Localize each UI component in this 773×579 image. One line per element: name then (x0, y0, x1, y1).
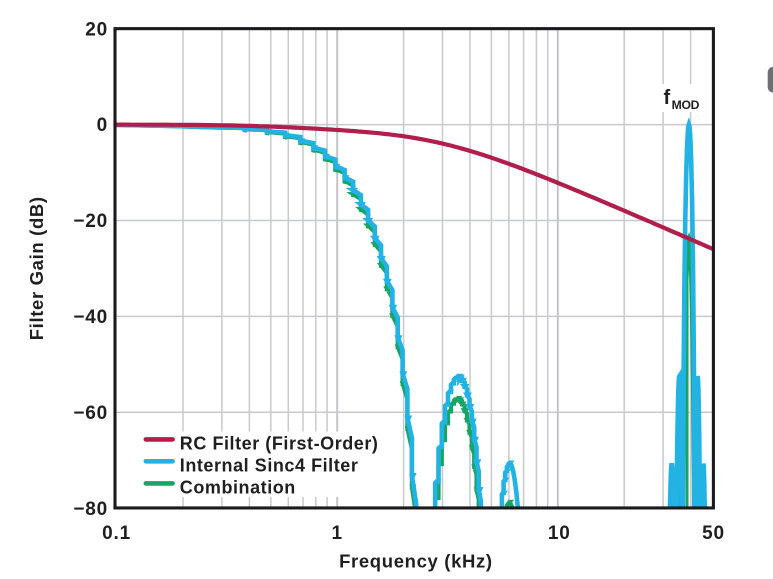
svg-text:50: 50 (702, 523, 725, 544)
svg-text:10: 10 (548, 523, 571, 544)
svg-text:MOD: MOD (672, 98, 700, 112)
svg-text:Internal Sinc4 Filter: Internal Sinc4 Filter (180, 455, 359, 475)
svg-text:0.1: 0.1 (102, 523, 131, 544)
svg-text:RC Filter (First-Order): RC Filter (First-Order) (180, 433, 379, 453)
svg-text:f: f (664, 87, 671, 109)
svg-text:−60: −60 (73, 403, 108, 424)
svg-text:−40: −40 (73, 307, 108, 328)
svg-text:−80: −80 (73, 499, 108, 520)
svg-text:1: 1 (332, 523, 343, 544)
svg-text:Filter Gain (dB): Filter Gain (dB) (26, 196, 47, 340)
svg-text:0: 0 (97, 115, 108, 136)
svg-text:Frequency (kHz): Frequency (kHz) (339, 550, 493, 571)
svg-text:20: 20 (85, 19, 108, 40)
svg-text:−20: −20 (73, 211, 108, 232)
svg-text:Combination: Combination (180, 477, 296, 497)
